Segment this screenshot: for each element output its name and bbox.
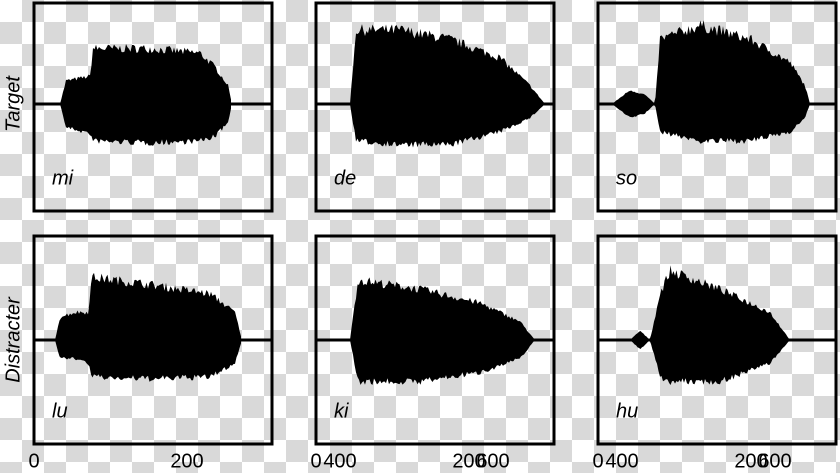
x-tick-label: 400 — [605, 450, 638, 472]
panel-frame — [314, 234, 556, 446]
syllable-label: so — [616, 167, 637, 189]
x-tick-label: 200 — [734, 450, 767, 472]
waveform — [350, 277, 535, 385]
x-tick-label: 200 — [452, 450, 485, 472]
syllable-label: lu — [52, 400, 68, 422]
waveform — [612, 20, 810, 144]
row-label: Target — [2, 75, 24, 132]
syllable-label: ki — [334, 400, 349, 422]
x-tick-label: 0 — [310, 450, 321, 472]
syllable-label: hu — [616, 400, 638, 422]
waveform — [350, 24, 545, 148]
x-tick-label: 400 — [323, 450, 356, 472]
x-tick-label: 600 — [758, 450, 791, 472]
syllable-label: de — [334, 167, 356, 189]
x-tick-label: 200 — [170, 450, 203, 472]
x-tick-label: 0 — [592, 450, 603, 472]
x-tick-label: 600 — [476, 450, 509, 472]
panel-frame — [314, 1, 556, 213]
row-label: Distracter — [2, 296, 24, 383]
panel-frame — [32, 1, 274, 213]
panel-frame — [32, 234, 274, 446]
syllable-label: mi — [52, 167, 74, 189]
panel-frame — [596, 1, 838, 213]
panel-frame — [596, 234, 838, 446]
waveform — [55, 272, 241, 382]
waveform — [60, 44, 231, 146]
waveform — [630, 265, 789, 385]
x-tick-label: 0 — [28, 450, 39, 472]
